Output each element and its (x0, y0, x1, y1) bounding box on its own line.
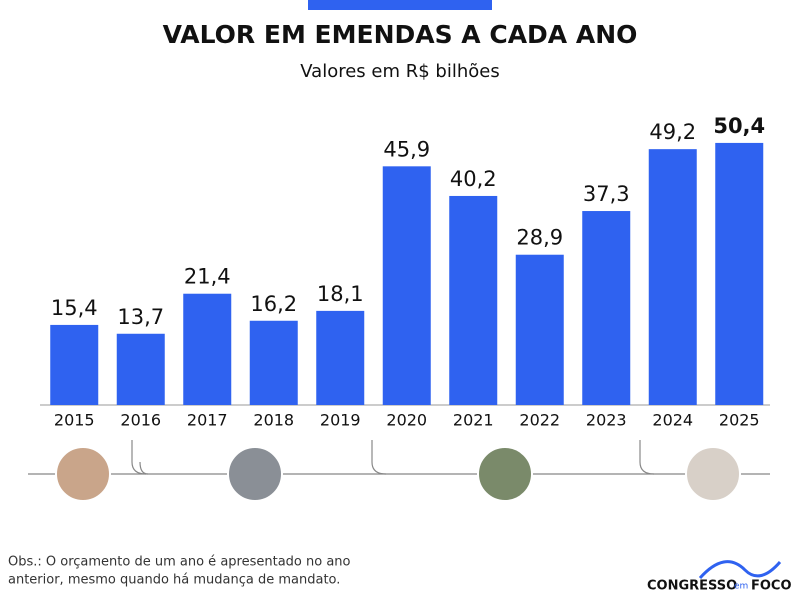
x-tick-label: 2023 (586, 411, 627, 430)
top-accent (308, 0, 492, 10)
note-line: anterior, mesmo quando há mudança de man… (8, 573, 340, 588)
note-line: Obs.: O orçamento de um ano é apresentad… (8, 555, 351, 570)
bar (50, 324, 99, 405)
x-tick-label: 2021 (453, 411, 494, 430)
x-tick-label: 2016 (120, 411, 161, 430)
x-tick-label: 2017 (187, 411, 228, 430)
logo-text: CONGRESSO (647, 579, 737, 594)
value-label: 50,4 (713, 114, 765, 138)
bar (515, 254, 564, 405)
value-label: 16,2 (250, 292, 297, 316)
bar (648, 149, 697, 405)
value-label: 15,4 (51, 296, 98, 320)
logo-text: FOCO (751, 579, 792, 594)
logo-text: em (734, 582, 748, 592)
bar (582, 211, 631, 405)
x-tick-label: 2015 (54, 411, 95, 430)
chart-subtitle: Valores em R$ bilhões (300, 61, 499, 82)
bar (382, 166, 431, 405)
x-tick-label: 2025 (719, 411, 760, 430)
value-label: 21,4 (184, 265, 231, 289)
value-label: 45,9 (383, 137, 430, 161)
term-brackets (28, 440, 770, 475)
chart-title: VALOR EM EMENDAS A CADA ANO (163, 20, 638, 49)
value-label: 49,2 (649, 120, 696, 144)
value-label: 13,7 (117, 305, 164, 329)
bar (316, 310, 365, 405)
x-tick-label: 2020 (386, 411, 427, 430)
bar (183, 293, 232, 405)
x-tick-label: 2019 (320, 411, 361, 430)
value-label: 28,9 (516, 226, 563, 250)
value-label: 18,1 (317, 282, 364, 306)
value-label: 37,3 (583, 182, 630, 206)
x-tick-label: 2018 (253, 411, 294, 430)
value-label: 40,2 (450, 167, 497, 191)
bar (715, 142, 764, 406)
bar (449, 195, 498, 405)
bar (116, 333, 165, 405)
x-tick-label: 2022 (519, 411, 560, 430)
logo-wave (698, 560, 782, 579)
portraits (55, 446, 741, 502)
x-tick-label: 2024 (652, 411, 693, 430)
bar (249, 320, 298, 405)
